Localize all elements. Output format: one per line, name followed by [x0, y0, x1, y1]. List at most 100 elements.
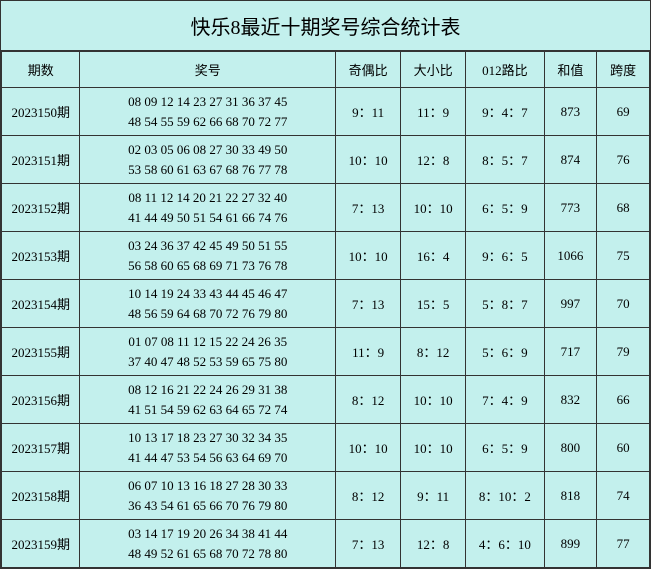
cell-span: 74 [597, 472, 650, 520]
numbers-line-2: 41 51 54 59 62 63 64 65 72 74 [86, 400, 329, 420]
numbers-line-1: 08 11 12 14 20 21 22 27 32 40 [86, 188, 329, 208]
numbers-line-1: 03 24 36 37 42 45 49 50 51 55 [86, 236, 329, 256]
cell-big-small: 12：8 [401, 520, 466, 568]
cell-route: 8：10：2 [466, 472, 544, 520]
table-row: 2023158期06 07 10 13 16 18 27 28 30 3336 … [2, 472, 650, 520]
header-period: 期数 [2, 52, 80, 88]
numbers-line-2: 41 44 47 53 54 56 63 64 69 70 [86, 448, 329, 468]
cell-span: 66 [597, 376, 650, 424]
numbers-line-1: 02 03 05 06 08 27 30 33 49 50 [86, 140, 329, 160]
cell-odd-even: 7：13 [336, 280, 401, 328]
cell-numbers: 08 09 12 14 23 27 31 36 37 4548 54 55 59… [80, 88, 336, 136]
numbers-line-2: 37 40 47 48 52 53 59 65 75 80 [86, 352, 329, 372]
numbers-line-2: 53 58 60 61 63 67 68 76 77 78 [86, 160, 329, 180]
cell-numbers: 03 24 36 37 42 45 49 50 51 5556 58 60 65… [80, 232, 336, 280]
cell-numbers: 10 13 17 18 23 27 30 32 34 3541 44 47 53… [80, 424, 336, 472]
cell-span: 60 [597, 424, 650, 472]
header-sum: 和值 [544, 52, 597, 88]
cell-big-small: 15：5 [401, 280, 466, 328]
numbers-line-2: 48 56 59 64 68 70 72 76 79 80 [86, 304, 329, 324]
numbers-line-2: 56 58 60 65 68 69 71 73 76 78 [86, 256, 329, 276]
cell-sum: 874 [544, 136, 597, 184]
cell-numbers: 06 07 10 13 16 18 27 28 30 3336 43 54 61… [80, 472, 336, 520]
cell-span: 75 [597, 232, 650, 280]
cell-odd-even: 10：10 [336, 232, 401, 280]
cell-period: 2023152期 [2, 184, 80, 232]
cell-numbers: 08 12 16 21 22 24 26 29 31 3841 51 54 59… [80, 376, 336, 424]
numbers-line-1: 10 13 17 18 23 27 30 32 34 35 [86, 428, 329, 448]
cell-route: 6：5：9 [466, 184, 544, 232]
cell-route: 7：4：9 [466, 376, 544, 424]
lottery-stats-table: 快乐8最近十期奖号综合统计表 期数 奖号 奇偶比 大小比 012路比 和值 跨度… [0, 0, 651, 569]
cell-route: 4：6：10 [466, 520, 544, 568]
cell-span: 68 [597, 184, 650, 232]
header-big-small: 大小比 [401, 52, 466, 88]
cell-odd-even: 8：12 [336, 376, 401, 424]
header-row: 期数 奖号 奇偶比 大小比 012路比 和值 跨度 [2, 52, 650, 88]
cell-big-small: 11：9 [401, 88, 466, 136]
numbers-line-2: 48 49 52 61 65 68 70 72 78 80 [86, 544, 329, 564]
data-table: 期数 奖号 奇偶比 大小比 012路比 和值 跨度 2023150期08 09 … [1, 51, 650, 568]
cell-route: 6：5：9 [466, 424, 544, 472]
cell-odd-even: 8：12 [336, 472, 401, 520]
cell-span: 70 [597, 280, 650, 328]
cell-odd-even: 7：13 [336, 184, 401, 232]
cell-numbers: 03 14 17 19 20 26 34 38 41 4448 49 52 61… [80, 520, 336, 568]
cell-numbers: 01 07 08 11 12 15 22 24 26 3537 40 47 48… [80, 328, 336, 376]
numbers-line-2: 41 44 49 50 51 54 61 66 74 76 [86, 208, 329, 228]
cell-route: 8：5：7 [466, 136, 544, 184]
table-row: 2023156期08 12 16 21 22 24 26 29 31 3841 … [2, 376, 650, 424]
cell-period: 2023151期 [2, 136, 80, 184]
cell-route: 5：6：9 [466, 328, 544, 376]
cell-route: 9：6：5 [466, 232, 544, 280]
cell-sum: 1066 [544, 232, 597, 280]
cell-period: 2023158期 [2, 472, 80, 520]
cell-span: 76 [597, 136, 650, 184]
cell-period: 2023157期 [2, 424, 80, 472]
numbers-line-2: 48 54 55 59 62 66 68 70 72 77 [86, 112, 329, 132]
cell-big-small: 9：11 [401, 472, 466, 520]
cell-numbers: 10 14 19 24 33 43 44 45 46 4748 56 59 64… [80, 280, 336, 328]
cell-big-small: 10：10 [401, 376, 466, 424]
cell-odd-even: 7：13 [336, 520, 401, 568]
table-row: 2023159期03 14 17 19 20 26 34 38 41 4448 … [2, 520, 650, 568]
cell-sum: 899 [544, 520, 597, 568]
numbers-line-1: 08 09 12 14 23 27 31 36 37 45 [86, 92, 329, 112]
cell-period: 2023156期 [2, 376, 80, 424]
cell-big-small: 8：12 [401, 328, 466, 376]
cell-big-small: 12：8 [401, 136, 466, 184]
cell-big-small: 10：10 [401, 424, 466, 472]
cell-sum: 873 [544, 88, 597, 136]
cell-period: 2023155期 [2, 328, 80, 376]
header-numbers: 奖号 [80, 52, 336, 88]
header-span: 跨度 [597, 52, 650, 88]
header-odd-even: 奇偶比 [336, 52, 401, 88]
cell-span: 79 [597, 328, 650, 376]
cell-odd-even: 9：11 [336, 88, 401, 136]
cell-period: 2023154期 [2, 280, 80, 328]
table-row: 2023152期 08 11 12 14 20 21 22 27 32 4041 … [2, 184, 650, 232]
cell-odd-even: 10：10 [336, 424, 401, 472]
cell-odd-even: 11：9 [336, 328, 401, 376]
cell-period: 2023153期 [2, 232, 80, 280]
cell-sum: 800 [544, 424, 597, 472]
cell-period: 2023150期 [2, 88, 80, 136]
numbers-line-1: 03 14 17 19 20 26 34 38 41 44 [86, 524, 329, 544]
cell-period: 2023159期 [2, 520, 80, 568]
cell-sum: 997 [544, 280, 597, 328]
cell-odd-even: 10：10 [336, 136, 401, 184]
table-row: 2023155期01 07 08 11 12 15 22 24 26 3537 … [2, 328, 650, 376]
table-row: 2023150期08 09 12 14 23 27 31 36 37 4548 … [2, 88, 650, 136]
table-row: 2023157期10 13 17 18 23 27 30 32 34 3541 … [2, 424, 650, 472]
cell-span: 69 [597, 88, 650, 136]
cell-big-small: 10：10 [401, 184, 466, 232]
numbers-line-2: 36 43 54 61 65 66 70 76 79 80 [86, 496, 329, 516]
cell-route: 9：4：7 [466, 88, 544, 136]
cell-big-small: 16：4 [401, 232, 466, 280]
table-row: 2023153期03 24 36 37 42 45 49 50 51 5556 … [2, 232, 650, 280]
cell-numbers: 02 03 05 06 08 27 30 33 49 5053 58 60 61… [80, 136, 336, 184]
numbers-line-1: 01 07 08 11 12 15 22 24 26 35 [86, 332, 329, 352]
table-title: 快乐8最近十期奖号综合统计表 [1, 1, 650, 51]
cell-span: 77 [597, 520, 650, 568]
cell-sum: 773 [544, 184, 597, 232]
